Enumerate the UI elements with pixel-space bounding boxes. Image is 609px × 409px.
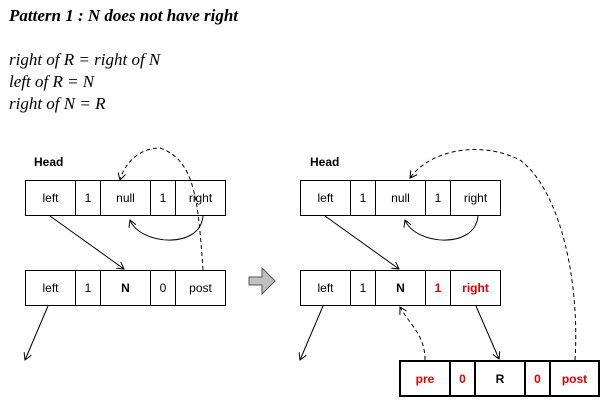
left-right-to-null-loop-arrow xyxy=(130,215,204,241)
right-head-null-cell: null xyxy=(376,181,426,215)
left-n-level2-cell: 0 xyxy=(151,271,176,305)
formula-line-2: left of R = N xyxy=(9,72,95,91)
left-head-label: Head xyxy=(34,155,64,169)
left-head-left-cell: left xyxy=(26,181,76,215)
right-n-left-down-arrow xyxy=(300,305,324,360)
right-right-to-null-loop-arrow xyxy=(405,215,479,241)
left-head-level2-cell: 1 xyxy=(151,181,176,215)
formula-line-1: right of R = right of N xyxy=(9,50,161,69)
right-head-label: Head xyxy=(310,155,340,169)
left-head-right-cell: right xyxy=(188,191,213,205)
right-head-right-cell: right xyxy=(463,191,488,205)
right-arrow-icon xyxy=(248,266,276,296)
right-n-right-to-r-arrow xyxy=(475,305,499,359)
left-head-level-cell: 1 xyxy=(76,181,101,215)
right-r-post-cell: post xyxy=(561,371,588,386)
right-n-node: left 1 N 1 right xyxy=(300,270,501,306)
right-head-left-cell: left xyxy=(301,181,351,215)
left-n-node: left 1 N 0 post xyxy=(25,270,226,306)
right-n-level2-cell: 1 xyxy=(426,271,451,305)
right-head-level2-cell: 1 xyxy=(426,181,451,215)
right-r-node: pre 0 R 0 post xyxy=(399,360,600,397)
right-head-level-cell: 1 xyxy=(351,181,376,215)
right-r-key-cell: R xyxy=(476,362,526,395)
right-r-pre-cell: pre xyxy=(401,362,451,395)
right-head-node: left 1 null 1 right xyxy=(300,180,501,216)
left-n-post-cell: post xyxy=(189,281,212,295)
right-n-key-cell: N xyxy=(376,271,426,305)
formula-line-3: right of N = R xyxy=(9,94,106,113)
left-n-level-cell: 1 xyxy=(76,271,101,305)
left-post-to-null-dashed-arrow xyxy=(120,147,204,271)
left-n-key-cell: N xyxy=(101,271,151,305)
right-r-level2-cell: 0 xyxy=(526,362,551,395)
left-head-node: left 1 null 1 right xyxy=(25,180,226,216)
left-head-to-n-arrow xyxy=(49,215,124,269)
right-r-pre-to-n-dashed-arrow xyxy=(400,307,426,361)
right-n-left-cell: left xyxy=(301,271,351,305)
right-n-level-cell: 1 xyxy=(351,271,376,305)
left-n-left-down-arrow xyxy=(25,305,49,360)
left-n-left-cell: left xyxy=(26,271,76,305)
right-r-post-to-null-dashed-arrow xyxy=(410,149,577,361)
right-r-level-cell: 0 xyxy=(451,362,476,395)
diagram-title: Pattern 1 : N does not have right xyxy=(9,6,239,25)
left-head-null-cell: null xyxy=(101,181,151,215)
right-head-to-n-arrow xyxy=(324,215,399,269)
right-n-right-cell: right xyxy=(462,281,489,295)
